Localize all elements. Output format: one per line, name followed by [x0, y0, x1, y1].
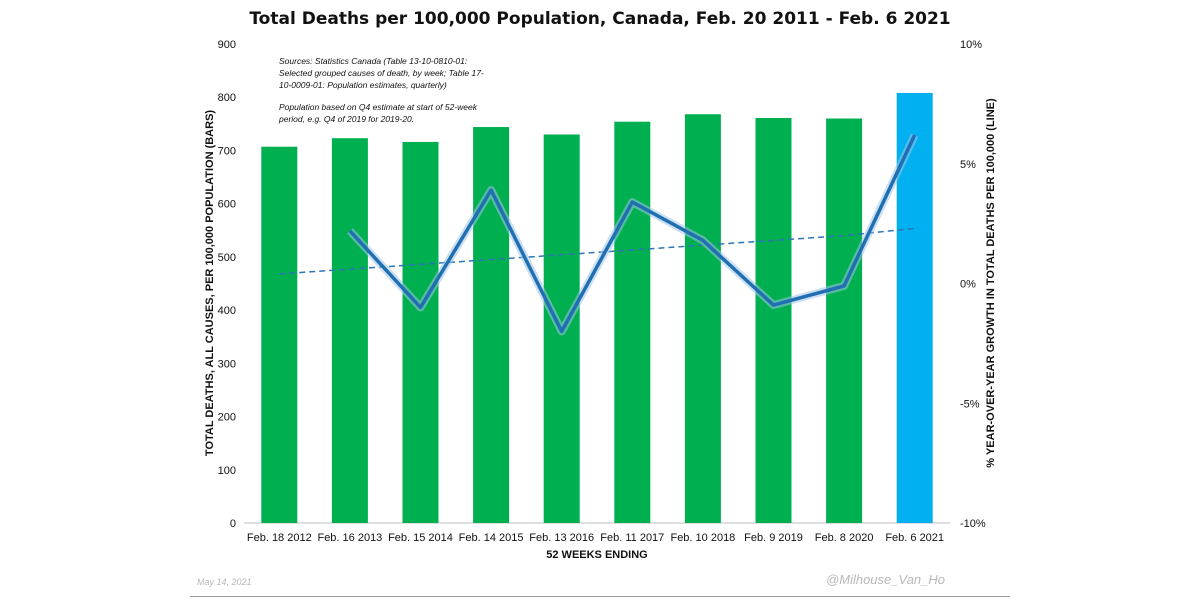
bar — [684, 114, 721, 524]
y2-tick-label: 5% — [960, 159, 976, 171]
trend-line — [279, 227, 915, 275]
y-tick-label: 0 — [230, 518, 236, 530]
y-tick-label: 400 — [218, 305, 236, 317]
bar — [402, 141, 439, 523]
x-tick-label: Feb. 6 2021 — [885, 532, 944, 544]
bar — [331, 138, 368, 523]
x-axis-title: 52 WEEKS ENDING — [546, 549, 647, 561]
sources-note: Sources: Statistics Canada (Table 13-10-… — [279, 56, 468, 66]
growth-line — [348, 134, 917, 334]
x-tick-label: Feb. 13 2016 — [529, 532, 594, 544]
y-tick-label: 200 — [218, 412, 236, 424]
x-tick-label: Feb. 14 2015 — [459, 532, 524, 544]
sources-note: 10-0009-01: Population estimates, quarte… — [279, 80, 447, 90]
bar — [755, 117, 792, 524]
y-tick-label: 900 — [218, 39, 236, 51]
bar — [826, 118, 863, 523]
y-tick-label: 800 — [218, 92, 236, 104]
x-tick-label: Feb. 11 2017 — [600, 532, 664, 544]
x-tick-label: Feb. 9 2019 — [744, 532, 803, 544]
y-tick-label: 500 — [218, 252, 236, 264]
bar — [261, 146, 298, 524]
footer-handle: @Milhouse_Van_Ho — [826, 572, 945, 587]
sources-note: Selected grouped causes of death, by wee… — [279, 68, 484, 78]
x-tick-label: Feb. 8 2020 — [815, 532, 874, 544]
y-tick-label: 100 — [218, 465, 236, 477]
bar — [614, 121, 651, 524]
x-tick-label: Feb. 16 2013 — [317, 532, 382, 544]
y-tick-label: 700 — [218, 145, 236, 157]
y2-tick-label: 0% — [960, 279, 976, 291]
x-tick-label: Feb. 18 2012 — [247, 532, 312, 544]
x-tick-label: Feb. 15 2014 — [388, 532, 453, 544]
population-note: Population based on Q4 estimate at start… — [279, 102, 478, 112]
footer-rule — [190, 596, 1010, 597]
footer-date: May 14, 2021 — [197, 577, 252, 587]
y-axis-title: TOTAL DEATHS, ALL CAUSES, PER 100,000 PO… — [204, 110, 216, 456]
chart-title: Total Deaths per 100,000 Population, Can… — [249, 9, 950, 29]
y2-tick-label: 10% — [960, 39, 982, 51]
y2-axis-title: % YEAR-OVER-YEAR GROWTH IN TOTAL DEATHS … — [985, 98, 997, 468]
y2-tick-label: -5% — [960, 398, 980, 410]
y-tick-label: 300 — [218, 358, 236, 370]
population-note: period, e.g. Q4 of 2019 for 2019-20. — [278, 114, 414, 124]
y-tick-label: 600 — [218, 199, 236, 211]
x-tick-label: Feb. 10 2018 — [670, 532, 735, 544]
y2-tick-label: -10% — [960, 518, 986, 530]
